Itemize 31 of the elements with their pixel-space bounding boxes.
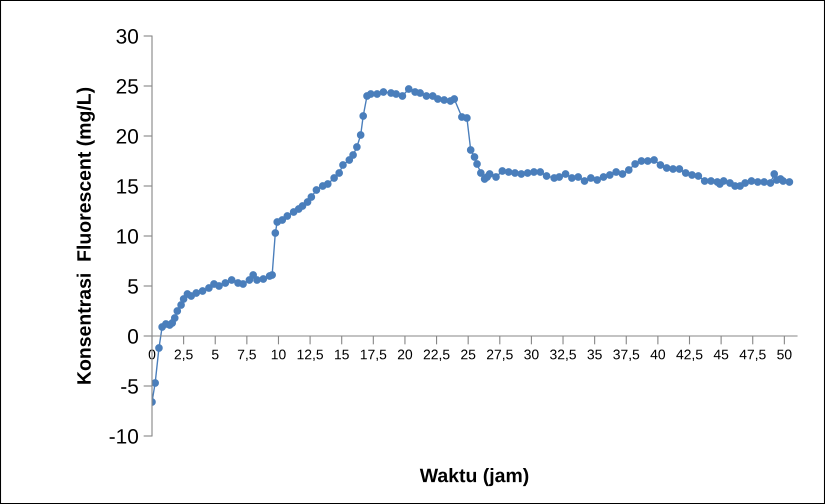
- x-tick-label: 10: [272, 350, 286, 360]
- x-tick-label: 45: [714, 350, 728, 360]
- y-tick-label: 15: [117, 179, 138, 194]
- x-tick-label: 22,5: [424, 350, 450, 362]
- x-tick-label: 50: [777, 350, 792, 360]
- y-tick-label: -10: [110, 429, 138, 444]
- x-tick-label: 32,5: [550, 350, 576, 362]
- x-tick-label: 35: [587, 350, 602, 360]
- x-tick-label: 12,5: [298, 350, 324, 362]
- x-tick-label: 5: [212, 350, 219, 360]
- x-tick-label: 30: [524, 350, 539, 360]
- x-axis-title: Waktu (jam): [420, 468, 528, 486]
- x-tick-label: 27,5: [486, 350, 513, 362]
- y-axis-title: Konsentrasi Fluorescent (mg/L): [76, 88, 95, 384]
- x-tick-label: 37,5: [613, 350, 640, 362]
- y-tick-label: 10: [117, 229, 138, 244]
- x-tick-label: 2,5: [174, 350, 193, 362]
- y-tick-label: 20: [116, 129, 138, 144]
- x-tick-label: 40: [650, 350, 666, 360]
- x-tick-label: 17,5: [360, 350, 386, 362]
- y-tick-label: 25: [116, 79, 138, 94]
- x-tick-label: 42,5: [676, 350, 702, 362]
- x-tick-label: 25: [461, 350, 476, 360]
- x-tick-label: 7,5: [238, 350, 256, 362]
- x-tick-label: 15: [335, 350, 349, 360]
- y-tick-label: 0: [128, 329, 138, 344]
- y-tick-label: -5: [121, 379, 138, 394]
- y-tick-label: 30: [116, 29, 138, 44]
- x-tick-label: 20: [398, 350, 412, 360]
- x-tick-label: 47,5: [740, 350, 766, 362]
- y-tick-label: 5: [128, 279, 138, 294]
